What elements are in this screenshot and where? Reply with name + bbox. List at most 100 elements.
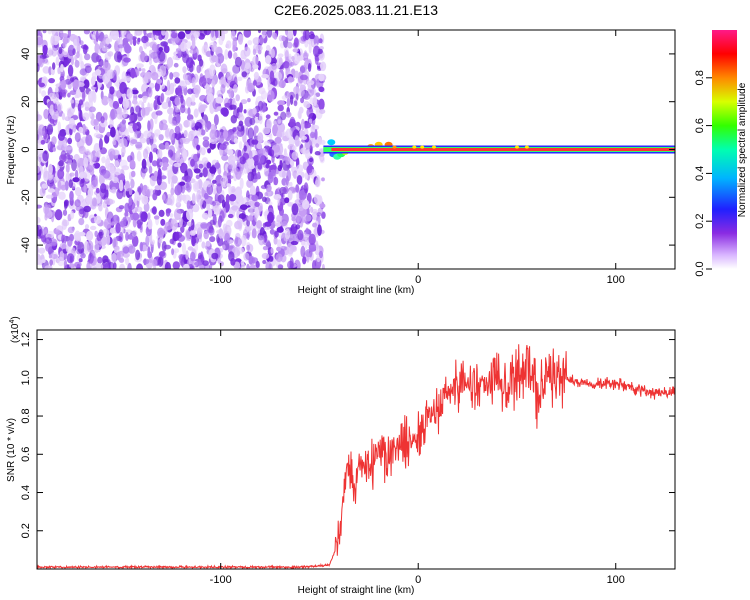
heatmap-cell	[239, 204, 248, 211]
heatmap-cell	[300, 118, 305, 131]
heatmap-cell	[302, 199, 310, 210]
heatmap-cell	[255, 100, 259, 107]
heatmap-cell	[55, 56, 60, 66]
heatmap-cell	[79, 53, 83, 65]
heatmap-cell	[122, 216, 127, 224]
heatmap-cell	[93, 132, 101, 138]
heatmap-cell	[144, 71, 153, 80]
heatmap-cell	[179, 195, 185, 200]
heatmap-cell	[71, 159, 77, 172]
heatmap-cell	[54, 209, 63, 221]
heatmap-cell	[132, 38, 137, 46]
heatmap-cell	[304, 238, 308, 250]
heatmap-cell	[226, 169, 231, 182]
heatmap-cell	[154, 95, 160, 101]
heatmap-cell	[94, 243, 100, 254]
heatmap-cell	[224, 102, 231, 108]
heatmap-cell	[131, 230, 138, 237]
heatmap-cell	[98, 203, 103, 212]
heatmap-cell	[98, 58, 104, 67]
heatmap-cell	[74, 94, 79, 99]
heatmap-cell	[283, 186, 289, 195]
heatmap-cell	[191, 94, 196, 103]
heatmap-cell	[185, 96, 193, 108]
heatmap-cell	[67, 92, 71, 98]
heatmap-cell	[221, 154, 229, 161]
heatmap-cell	[232, 37, 237, 50]
heatmap-cell	[308, 242, 317, 252]
heatmap-cell	[69, 90, 77, 96]
heatmap-cell	[79, 208, 84, 215]
y-tick-label: -40	[20, 237, 32, 253]
heatmap-cell	[318, 86, 325, 93]
heatmap-cell	[176, 196, 181, 206]
heatmap-cell	[247, 164, 255, 170]
heatmap-cell	[87, 151, 93, 163]
heatmap-cell	[253, 71, 259, 80]
heatmap-cell	[152, 189, 158, 195]
heatmap-cell	[296, 191, 300, 201]
heatmap-cell	[49, 259, 53, 266]
heatmap-cell	[293, 52, 301, 65]
heatmap-cell	[123, 106, 127, 113]
heatmap-cell	[47, 47, 53, 57]
heatmap-cell	[199, 94, 207, 102]
heatmap-cell	[315, 92, 321, 97]
heatmap-cell	[157, 168, 162, 180]
heatmap-cell	[252, 37, 260, 45]
heatmap-cell	[101, 46, 110, 52]
colorbar-tick-label: 0.8	[694, 70, 706, 85]
y-tick-label: 1.0	[20, 370, 32, 385]
heatmap-cell	[104, 197, 110, 205]
heatmap-cell	[141, 166, 148, 174]
heatmap-cell	[246, 231, 250, 240]
heatmap-cell	[86, 240, 94, 253]
heatmap-cell	[253, 125, 259, 134]
heatmap-cell	[47, 265, 53, 269]
heatmap-cell	[289, 116, 296, 129]
heatmap-cell	[287, 190, 293, 201]
heatmap-cell	[198, 105, 206, 113]
snr-plot-area	[37, 330, 675, 569]
colorbar-tick-label: 0.4	[694, 166, 706, 181]
heatmap-cell	[276, 226, 284, 233]
heatmap-cell	[58, 191, 66, 200]
heatmap-cell	[312, 222, 318, 228]
heatmap-cell	[257, 49, 262, 55]
heatmap-cell	[314, 264, 321, 269]
heatmap-marks	[37, 30, 675, 269]
heatmap-cell	[255, 260, 260, 269]
heatmap-cell	[78, 218, 85, 226]
heatmap-cell	[288, 136, 295, 147]
heatmap-cell	[67, 226, 75, 234]
heatmap-cell	[234, 220, 242, 230]
heatmap-cell	[143, 202, 150, 213]
heatmap-cell	[114, 246, 118, 251]
y-tick-label: 0.2	[20, 523, 32, 538]
heatmap-cell	[82, 89, 86, 102]
heatmap-cell	[64, 146, 73, 151]
heatmap-cell	[318, 98, 325, 111]
heatmap-cell	[164, 142, 170, 150]
heatmap-cell	[171, 175, 178, 184]
heatmap-cell	[216, 183, 223, 195]
heatmap-cell	[141, 195, 149, 205]
heatmap-cell	[247, 171, 255, 182]
heatmap-cell	[37, 259, 43, 266]
heatmap-cell	[157, 256, 164, 268]
heatmap-cell	[206, 221, 213, 233]
snr-y-label: SNR (10 * v/v)	[6, 418, 17, 482]
heatmap-cell	[110, 30, 119, 41]
heatmap-cell	[38, 82, 45, 88]
y-tick-label: 0	[20, 146, 32, 152]
x-tick-label: -100	[210, 274, 232, 286]
heatmap-cell	[307, 62, 312, 72]
heatmap-cell	[313, 35, 320, 46]
heatmap-cell	[284, 30, 289, 36]
heatmap-cell	[102, 263, 111, 269]
heatmap-cell	[92, 266, 97, 269]
heatmap-cell	[257, 171, 261, 180]
heatmap-cell	[70, 210, 75, 220]
heatmap-cell	[112, 69, 117, 82]
heatmap-cell	[237, 123, 245, 132]
